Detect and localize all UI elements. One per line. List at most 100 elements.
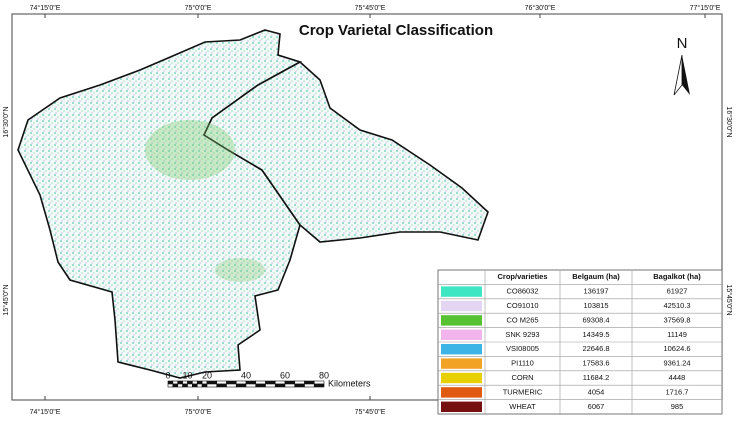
- scale-segment: [274, 380, 286, 385]
- legend-cell: CORN: [511, 373, 533, 382]
- legend-cell: 4448: [669, 373, 686, 382]
- scale-segment: [284, 380, 296, 385]
- legend-cell: 11684.2: [583, 373, 610, 382]
- scale-segment: [167, 383, 174, 388]
- scale-segment: [284, 383, 296, 388]
- scale-segment: [216, 380, 227, 385]
- north-arrow-half: [673, 54, 683, 96]
- crop-patch: [145, 120, 235, 180]
- scale-segment: [226, 383, 237, 388]
- legend-cell: VSI08005: [506, 344, 539, 353]
- legend-cell: CO M265: [506, 315, 538, 324]
- bagalkot-district: [202, 61, 489, 243]
- legend-cell: 10624.6: [663, 344, 690, 353]
- scale-segment: [206, 383, 218, 388]
- legend-cell: 4054: [588, 387, 605, 396]
- scale-segment: [201, 380, 208, 385]
- scale-segment: [196, 383, 203, 388]
- scale-segment: [265, 380, 276, 385]
- lat-label-right: 15°45'0"N: [725, 284, 733, 315]
- legend-cell: CO86032: [506, 287, 538, 296]
- legend-swatch: [441, 315, 482, 326]
- legend-cell: 11149: [667, 330, 687, 339]
- legend-swatch: [441, 372, 482, 384]
- legend-swatch: [441, 286, 482, 297]
- crop-patch: [215, 258, 265, 282]
- legend-swatch: [441, 401, 482, 412]
- scale-segment: [172, 380, 179, 385]
- scale-unit: Kilometers: [328, 378, 371, 388]
- legend-cell: 9361.24: [663, 359, 690, 368]
- legend-header: Belgaum (ha): [572, 272, 620, 281]
- scale-segment: [182, 380, 188, 385]
- scale-segment: [245, 383, 257, 388]
- scale-segment: [187, 380, 193, 385]
- legend-cell: 22646.8: [582, 344, 609, 353]
- scale-segment: [255, 380, 266, 385]
- lat-label-left: 16°30'0"N: [2, 106, 10, 137]
- scale-segment: [182, 383, 188, 388]
- scale-segment: [187, 383, 193, 388]
- scale-segment: [245, 380, 257, 385]
- legend-cell: SNK 9293: [505, 330, 539, 339]
- lon-label-bottom: 74°15'0"E: [30, 408, 61, 416]
- legend-cell: 1716.7: [666, 387, 689, 396]
- scale-label: 60: [280, 370, 290, 380]
- legend-swatch: [441, 358, 482, 369]
- scale-segment: [226, 380, 237, 385]
- scale-segment: [294, 380, 305, 385]
- scale-label: 80: [319, 370, 329, 380]
- lon-label-top: 77°15'0"E: [690, 4, 721, 12]
- lon-label-top: 74°15'0"E: [30, 4, 61, 12]
- legend-swatch: [441, 344, 482, 355]
- lon-label-bottom: 75°0'0"E: [185, 408, 212, 416]
- scale-segment: [177, 380, 183, 385]
- scale-segment: [313, 383, 325, 388]
- legend-cell: 985: [671, 402, 684, 411]
- lat-label-left: 15°45'0"N: [2, 284, 10, 315]
- legend-swatch: [441, 329, 482, 340]
- legend-cell: TURMERIC: [503, 387, 543, 396]
- legend-cell: 61927: [667, 287, 688, 296]
- legend-cell: 17583.6: [582, 359, 609, 368]
- legend-cell: 42510.3: [663, 301, 690, 310]
- lon-label-bottom: 75°45'0"E: [355, 408, 386, 416]
- scale-segment: [196, 380, 203, 385]
- legend-cell: 14349.5: [582, 330, 609, 339]
- legend-cell: PI1110: [511, 359, 534, 368]
- legend-cell: 6067: [588, 402, 605, 411]
- legend-cell: CO91010: [506, 301, 538, 310]
- legend-header: Crop/varieties: [497, 272, 547, 281]
- scale-segment: [304, 383, 315, 388]
- scale-label: 20: [202, 370, 212, 380]
- lon-label-top: 76°30'0"E: [525, 4, 556, 12]
- scale-segment: [265, 383, 276, 388]
- scale-label: 40: [241, 370, 251, 380]
- lon-label-top: 75°45'0"E: [355, 4, 386, 12]
- legend-cell: 103815: [583, 301, 608, 310]
- north-label: N: [677, 35, 688, 52]
- scale-segment: [304, 380, 315, 385]
- scale-segment: [201, 383, 208, 388]
- scale-segment: [167, 380, 174, 385]
- map-title: Crop Varietal Classification: [299, 22, 493, 39]
- lat-label-right: 16°30'0"N: [725, 106, 733, 137]
- scale-segment: [206, 380, 218, 385]
- scale-segment: [172, 383, 179, 388]
- legend-cell: 69308.4: [582, 315, 609, 324]
- scale-segment: [177, 383, 183, 388]
- legend-header: Bagalkot (ha): [653, 272, 701, 281]
- legend-cell: 37569.8: [663, 315, 690, 324]
- scale-label: 10: [182, 370, 192, 380]
- legend-swatch: [441, 300, 482, 312]
- scale-segment: [235, 383, 247, 388]
- scale-segment: [255, 383, 266, 388]
- scale-label: 0: [165, 370, 170, 380]
- scale-segment: [235, 380, 247, 385]
- scale-segment: [313, 380, 325, 385]
- legend-cell: WHEAT: [509, 402, 536, 411]
- legend-cell: 136197: [583, 287, 608, 296]
- legend-swatch: [441, 387, 482, 398]
- scale-segment: [274, 383, 286, 388]
